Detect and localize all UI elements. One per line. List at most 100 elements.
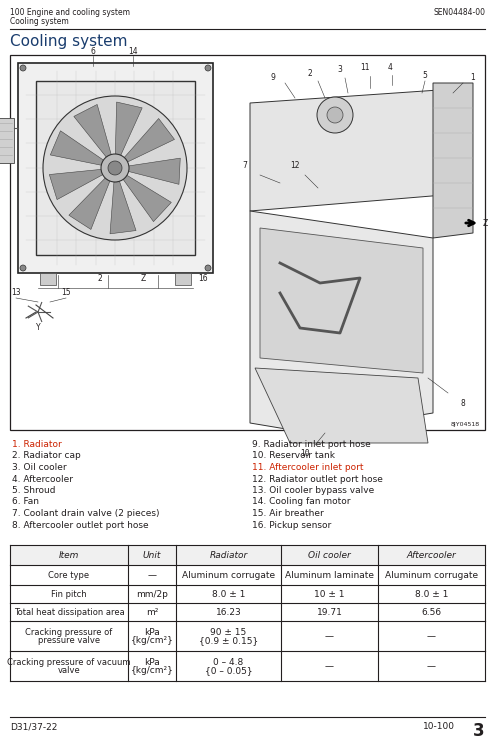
Text: Cracking pressure of: Cracking pressure of bbox=[25, 628, 113, 637]
Circle shape bbox=[43, 96, 187, 240]
Polygon shape bbox=[124, 118, 174, 162]
Text: 6. Fan: 6. Fan bbox=[12, 497, 39, 506]
Text: 2: 2 bbox=[307, 69, 312, 78]
Bar bbox=[0, 118, 14, 163]
Text: 6.56: 6.56 bbox=[421, 608, 442, 617]
Text: 10 ± 1: 10 ± 1 bbox=[314, 590, 345, 599]
Polygon shape bbox=[255, 368, 428, 443]
Text: —: — bbox=[427, 632, 436, 641]
Text: {kg/cm²}: {kg/cm²} bbox=[131, 666, 173, 675]
Bar bbox=[10, 603, 485, 621]
Polygon shape bbox=[69, 178, 110, 229]
Circle shape bbox=[20, 65, 26, 71]
Text: 1: 1 bbox=[471, 72, 475, 81]
Text: 0 – 4.8: 0 – 4.8 bbox=[213, 658, 244, 667]
Circle shape bbox=[317, 97, 353, 133]
Bar bbox=[10, 545, 485, 565]
Text: Aluminum corrugate: Aluminum corrugate bbox=[385, 571, 478, 580]
Text: 3: 3 bbox=[473, 722, 485, 739]
Text: 1. Radiator: 1. Radiator bbox=[12, 440, 62, 449]
Text: Aftercooler: Aftercooler bbox=[406, 551, 456, 560]
Text: 12: 12 bbox=[290, 162, 300, 171]
Text: {0.9 ± 0.15}: {0.9 ± 0.15} bbox=[199, 636, 258, 644]
Text: —: — bbox=[148, 571, 156, 580]
Text: kPa: kPa bbox=[144, 628, 160, 637]
Text: Unit: Unit bbox=[143, 551, 161, 560]
Text: 7: 7 bbox=[243, 162, 248, 171]
Text: Y: Y bbox=[36, 323, 40, 332]
Text: 14: 14 bbox=[128, 47, 138, 56]
Text: 9. Radiator inlet port hose: 9. Radiator inlet port hose bbox=[252, 440, 371, 449]
Circle shape bbox=[108, 161, 122, 175]
Text: SEN04484-00: SEN04484-00 bbox=[433, 8, 485, 17]
Polygon shape bbox=[123, 175, 171, 222]
Text: pressure valve: pressure valve bbox=[38, 636, 100, 644]
Text: 8.0 ± 1: 8.0 ± 1 bbox=[212, 590, 245, 599]
Text: Core type: Core type bbox=[49, 571, 90, 580]
Bar bbox=[10, 585, 485, 603]
Text: 13: 13 bbox=[11, 288, 21, 297]
Bar bbox=[36, 81, 195, 255]
Bar bbox=[10, 55, 485, 430]
Polygon shape bbox=[110, 181, 136, 234]
Text: Aluminum laminate: Aluminum laminate bbox=[285, 571, 374, 580]
Polygon shape bbox=[250, 211, 433, 433]
Text: 15. Air breather: 15. Air breather bbox=[252, 509, 324, 518]
Text: 8. Aftercooler outlet port hose: 8. Aftercooler outlet port hose bbox=[12, 520, 148, 530]
Text: 13. Oil cooler bypass valve: 13. Oil cooler bypass valve bbox=[252, 486, 374, 495]
Bar bbox=[10, 565, 485, 585]
Text: valve: valve bbox=[57, 666, 80, 675]
Text: 7. Coolant drain valve (2 pieces): 7. Coolant drain valve (2 pieces) bbox=[12, 509, 159, 518]
Text: mm/2p: mm/2p bbox=[136, 590, 168, 599]
Text: Radiator: Radiator bbox=[209, 551, 248, 560]
Text: 12. Radiator outlet port hose: 12. Radiator outlet port hose bbox=[252, 474, 383, 483]
Text: Total heat dissipation area: Total heat dissipation area bbox=[14, 608, 124, 617]
Polygon shape bbox=[250, 88, 468, 211]
Text: 10-100: 10-100 bbox=[423, 722, 455, 731]
Bar bbox=[20, 65, 211, 271]
Bar bbox=[18, 63, 213, 273]
Polygon shape bbox=[115, 102, 142, 155]
Text: —: — bbox=[325, 632, 334, 641]
Text: 5: 5 bbox=[423, 70, 428, 80]
Text: 2: 2 bbox=[98, 274, 102, 283]
Text: 10. Reservoir tank: 10. Reservoir tank bbox=[252, 452, 335, 460]
Text: 19.71: 19.71 bbox=[317, 608, 343, 617]
Polygon shape bbox=[433, 83, 473, 238]
Text: 11: 11 bbox=[360, 64, 370, 72]
Bar bbox=[10, 621, 485, 651]
Bar bbox=[19, 64, 212, 272]
Text: {0 – 0.05}: {0 – 0.05} bbox=[205, 666, 252, 675]
Circle shape bbox=[205, 65, 211, 71]
Text: Cracking pressure of vacuum: Cracking pressure of vacuum bbox=[7, 658, 131, 667]
Text: Oil cooler: Oil cooler bbox=[308, 551, 351, 560]
Text: 5. Shroud: 5. Shroud bbox=[12, 486, 55, 495]
Text: 8JY04518: 8JY04518 bbox=[451, 422, 480, 427]
Text: 8: 8 bbox=[461, 398, 465, 407]
Bar bbox=[175, 273, 191, 285]
Text: 16: 16 bbox=[198, 274, 208, 283]
Polygon shape bbox=[74, 104, 111, 157]
Text: Fin pitch: Fin pitch bbox=[51, 590, 87, 599]
Polygon shape bbox=[50, 169, 102, 200]
Text: 4. Aftercooler: 4. Aftercooler bbox=[12, 474, 73, 483]
Text: Cooling system: Cooling system bbox=[10, 17, 69, 26]
Circle shape bbox=[205, 265, 211, 271]
Text: kPa: kPa bbox=[144, 658, 160, 667]
Polygon shape bbox=[129, 158, 180, 184]
Text: —: — bbox=[325, 662, 334, 671]
Text: 14. Cooling fan motor: 14. Cooling fan motor bbox=[252, 497, 350, 506]
Text: {kg/cm²}: {kg/cm²} bbox=[131, 636, 173, 644]
Text: 16.23: 16.23 bbox=[216, 608, 242, 617]
Text: 15: 15 bbox=[61, 288, 71, 297]
Bar bbox=[10, 651, 485, 681]
Text: D31/37-22: D31/37-22 bbox=[10, 722, 57, 731]
Text: 3. Oil cooler: 3. Oil cooler bbox=[12, 463, 67, 472]
Text: Cooling system: Cooling system bbox=[10, 34, 128, 49]
Text: Z: Z bbox=[141, 274, 146, 283]
Text: 10: 10 bbox=[300, 449, 310, 457]
Text: 16. Pickup sensor: 16. Pickup sensor bbox=[252, 520, 331, 530]
Text: 8.0 ± 1: 8.0 ± 1 bbox=[415, 590, 448, 599]
Text: Aluminum corrugate: Aluminum corrugate bbox=[182, 571, 275, 580]
Text: 3: 3 bbox=[338, 66, 343, 75]
